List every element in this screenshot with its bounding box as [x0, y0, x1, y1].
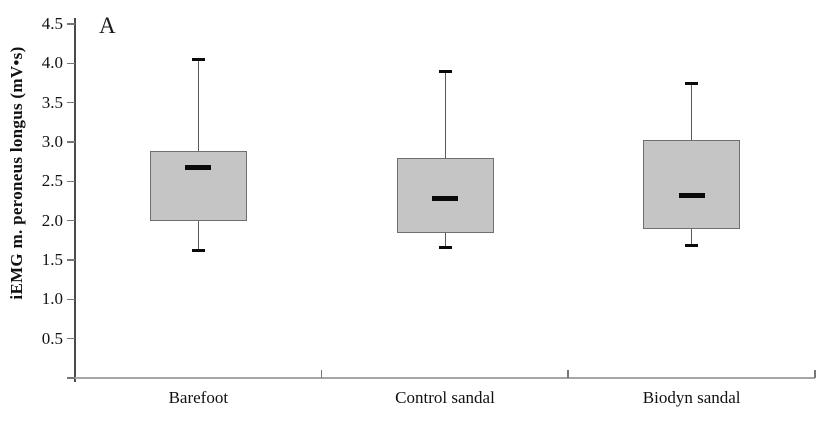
- y-tick: [67, 23, 75, 25]
- y-tick: [67, 219, 75, 222]
- whisker-cap-lower: [191, 249, 205, 253]
- y-tick: [67, 180, 75, 183]
- category-label: Biodyn sandal: [642, 388, 741, 407]
- y-tick: [67, 298, 75, 301]
- y-tick-label: 4.0: [41, 53, 63, 73]
- y-tick-label: 1.0: [41, 289, 63, 309]
- y-tick: [67, 259, 75, 261]
- y-tick: [67, 377, 75, 379]
- x-tick: [814, 370, 816, 378]
- box: [396, 157, 494, 234]
- whisker-cap-lower: [685, 244, 699, 248]
- y-tick-label: 4.5: [41, 14, 63, 33]
- y-tick-label: 3.0: [41, 132, 63, 151]
- panel-label: A: [99, 13, 116, 38]
- y-tick: [67, 101, 75, 104]
- median-line: [432, 196, 458, 202]
- y-tick: [67, 141, 75, 143]
- whisker-cap-lower: [438, 245, 452, 249]
- x-tick: [567, 370, 569, 378]
- y-tick-label: 2.5: [41, 171, 63, 191]
- y-tick: [67, 62, 75, 65]
- y-tick-label: 1.5: [41, 250, 63, 269]
- x-axis-line: [75, 377, 815, 379]
- y-tick-label: 2.0: [41, 210, 63, 230]
- median-line: [185, 164, 212, 170]
- y-axis-line: [74, 18, 76, 382]
- x-tick: [320, 370, 323, 378]
- category-label: Control sandal: [395, 388, 495, 407]
- box: [643, 140, 741, 229]
- whisker-cap-upper: [685, 82, 699, 86]
- y-tick: [67, 337, 75, 340]
- whisker-cap-upper: [191, 57, 205, 61]
- category-label: Barefoot: [168, 388, 229, 407]
- whisker-cap-upper: [438, 70, 452, 74]
- box: [149, 150, 247, 221]
- y-tick-label: 3.5: [41, 92, 63, 112]
- median-line: [678, 192, 705, 198]
- y-tick-label: 0.5: [41, 328, 63, 348]
